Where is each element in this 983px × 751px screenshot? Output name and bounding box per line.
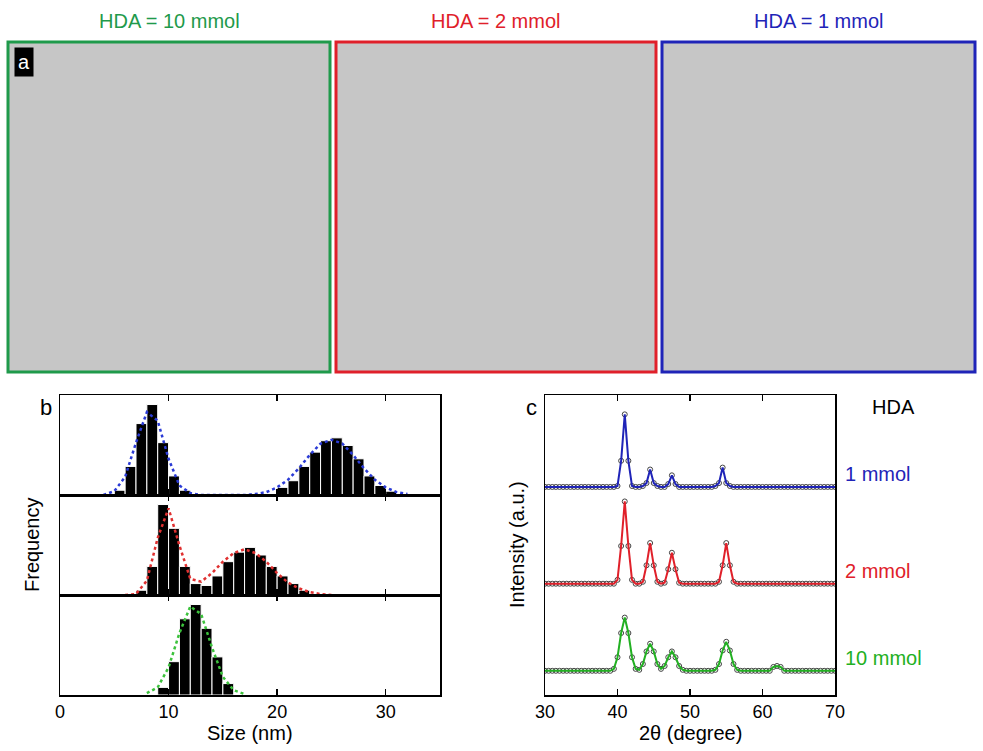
svg-text:2 mmol: 2 mmol: [845, 560, 911, 582]
svg-text:a: a: [18, 51, 30, 73]
svg-text:40: 40: [607, 702, 627, 722]
svg-text:10: 10: [159, 702, 179, 722]
svg-text:b: b: [40, 395, 52, 420]
svg-text:2θ (degree): 2θ (degree): [639, 722, 742, 744]
svg-text:60: 60: [752, 702, 772, 722]
svg-text:c: c: [526, 395, 537, 420]
svg-text:Intensity (a.u.): Intensity (a.u.): [506, 481, 528, 608]
svg-text:50: 50: [680, 702, 700, 722]
svg-text:10 mmol: 10 mmol: [845, 647, 922, 669]
svg-text:Size (nm): Size (nm): [207, 722, 293, 744]
svg-text:30: 30: [535, 702, 555, 722]
svg-text:HDA: HDA: [872, 396, 915, 418]
svg-text:Frequency: Frequency: [21, 498, 43, 593]
svg-text:1 mmol: 1 mmol: [845, 463, 911, 485]
svg-text:HDA = 10 mmol: HDA = 10 mmol: [99, 10, 240, 32]
svg-text:HDA = 1 mmol: HDA = 1 mmol: [754, 10, 883, 32]
svg-text:20: 20: [267, 702, 287, 722]
svg-text:70: 70: [825, 702, 845, 722]
svg-text:HDA = 2 mmol: HDA = 2 mmol: [431, 10, 560, 32]
svg-text:30: 30: [376, 702, 396, 722]
svg-text:0: 0: [55, 702, 65, 722]
